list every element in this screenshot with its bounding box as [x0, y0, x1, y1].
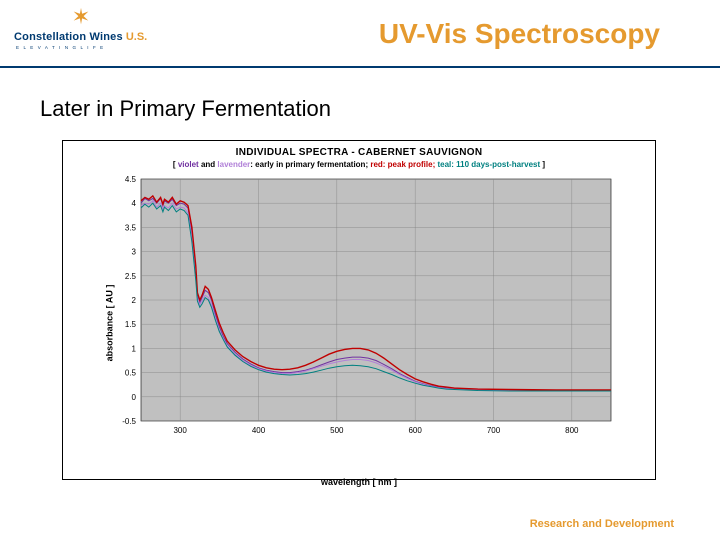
- slide-header: Constellation Wines U.S. E L E V A T I N…: [0, 0, 720, 66]
- slide-root: Constellation Wines U.S. E L E V A T I N…: [0, 0, 720, 540]
- svg-text:600: 600: [408, 426, 422, 435]
- svg-text:300: 300: [173, 426, 187, 435]
- slide-subtitle: Later in Primary Fermentation: [40, 96, 331, 122]
- svg-text:500: 500: [330, 426, 344, 435]
- svg-text:400: 400: [252, 426, 266, 435]
- brand-name-main: Constellation Wines: [14, 31, 123, 43]
- svg-text:700: 700: [487, 426, 501, 435]
- svg-text:1.5: 1.5: [125, 320, 137, 329]
- brand-name-us: U.S.: [126, 31, 147, 43]
- chart-container: INDIVIDUAL SPECTRA - CABERNET SAUVIGNON …: [62, 140, 656, 480]
- svg-text:2.5: 2.5: [125, 272, 137, 281]
- chart-plot-area: absorbance [ AU ] -0.500.511.522.533.544…: [63, 173, 655, 473]
- header-rule: [0, 66, 720, 68]
- svg-text:3: 3: [132, 248, 137, 257]
- chart-subtitle: [ violet and lavender: early in primary …: [63, 160, 655, 169]
- chart-xlabel: wavelength [ nm ]: [321, 477, 397, 487]
- chart-title: INDIVIDUAL SPECTRA - CABERNET SAUVIGNON: [63, 147, 655, 158]
- svg-text:4.5: 4.5: [125, 175, 137, 184]
- svg-text:4: 4: [132, 199, 137, 208]
- brand-name: Constellation Wines U.S.: [14, 31, 174, 43]
- svg-text:800: 800: [565, 426, 579, 435]
- svg-text:2: 2: [132, 296, 137, 305]
- svg-text:1: 1: [132, 344, 137, 353]
- svg-text:0.5: 0.5: [125, 369, 137, 378]
- star-icon: [70, 6, 92, 28]
- svg-text:0: 0: [132, 393, 137, 402]
- slide-title: UV-Vis Spectroscopy: [379, 18, 660, 50]
- brand-tagline: E L E V A T I N G L I F E: [16, 45, 174, 50]
- svg-text:-0.5: -0.5: [122, 417, 136, 426]
- chart-svg: -0.5 0 0.5 1 1.5 2 2.5 3 3.5 4 4.5 300 400 500 600 700 8…: [111, 173, 621, 443]
- svg-text:3.5: 3.5: [125, 223, 137, 232]
- slide-footer: Research and Development: [530, 518, 674, 530]
- brand-logo: Constellation Wines U.S. E L E V A T I N…: [14, 6, 174, 50]
